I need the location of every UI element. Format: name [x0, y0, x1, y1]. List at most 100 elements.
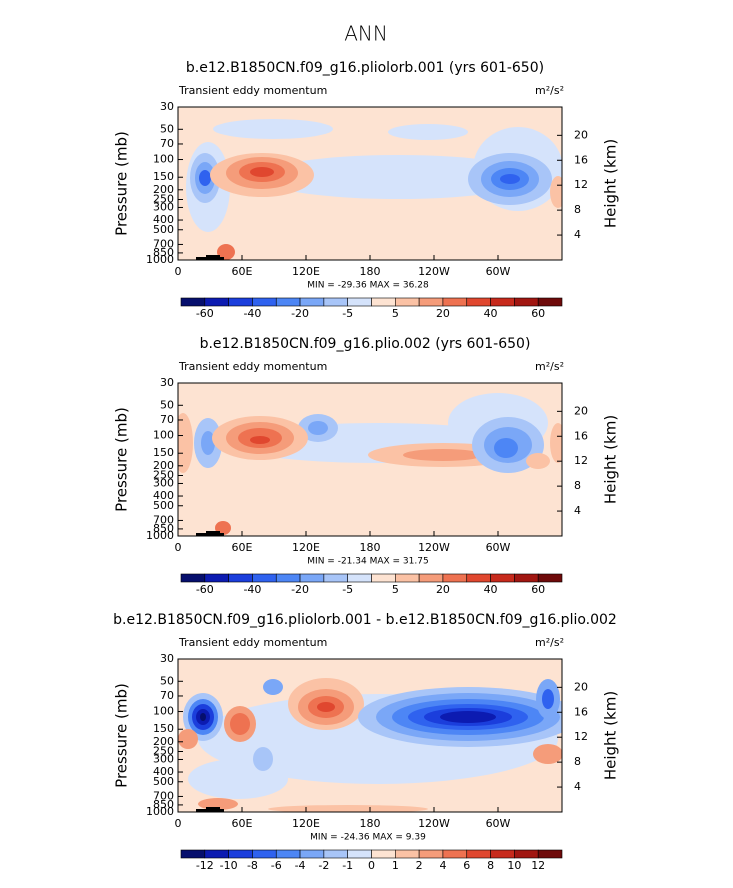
- y-tick-label: 100: [153, 153, 174, 166]
- colorbar-swatch: [228, 297, 253, 307]
- colorbar-label: 8: [487, 859, 494, 872]
- y-tick-label: 700: [153, 513, 174, 526]
- y-axis-label: Pressure (mb): [113, 683, 131, 788]
- colorbar-swatch: [275, 573, 301, 583]
- y-tick-label: 300: [153, 476, 174, 489]
- y-tick-label: 70: [160, 689, 174, 702]
- y-tick-label: 30: [160, 652, 174, 665]
- colorbar-label: 5: [392, 307, 399, 320]
- colorbar-swatch: [371, 849, 396, 859]
- colorbar-swatch: [442, 297, 468, 307]
- colorbar-swatch: [490, 849, 515, 859]
- colorbar-swatch: [347, 849, 372, 859]
- contour-region: [550, 176, 562, 208]
- colorbar-swatch: [466, 849, 491, 859]
- contour-region: [500, 174, 520, 184]
- colorbar-swatch: [466, 297, 491, 307]
- y-tick-label: 150: [153, 170, 174, 183]
- colorbar-swatch: [347, 297, 372, 307]
- colorbar-swatch: [347, 573, 372, 583]
- y-tick-label: 200: [153, 183, 174, 196]
- contour-region: [440, 711, 496, 723]
- y-tick-label: 700: [153, 789, 174, 802]
- contour-region: [388, 124, 468, 140]
- topography: [206, 807, 220, 812]
- colorbar-swatch: [514, 573, 539, 583]
- colorbar-label: 2: [416, 859, 423, 872]
- x-tick-label: 120W: [418, 541, 450, 554]
- x-tick-label: 60W: [486, 817, 511, 830]
- units: m²/s²: [535, 84, 564, 97]
- contour-region: [542, 689, 554, 709]
- contour-region: [263, 679, 283, 695]
- y-tick-label: 300: [153, 200, 174, 213]
- colorbar-swatch: [490, 573, 515, 583]
- contour-region: [200, 713, 206, 721]
- contour-region: [250, 436, 270, 444]
- panel-title: b.e12.B1850CN.f09_g16.pliolorb.001 - b.e…: [113, 612, 617, 628]
- colorbar-swatch: [204, 297, 229, 307]
- min-max: MIN = -21.34 MAX = 31.75: [307, 557, 428, 567]
- colorbar-swatch: [442, 849, 468, 859]
- y-tick-label: 150: [153, 722, 174, 735]
- y2-tick-label: 12: [574, 454, 588, 467]
- colorbar-label: 1: [392, 859, 399, 872]
- colorbar-label: 5: [392, 583, 399, 596]
- y2-axis-label: Height (km): [602, 691, 620, 780]
- colorbar-swatch: [252, 297, 277, 307]
- y-tick-label: 200: [153, 735, 174, 748]
- colorbar-swatch: [204, 573, 229, 583]
- y-axis-label: Pressure (mb): [113, 131, 131, 236]
- panel-title: b.e12.B1850CN.f09_g16.pliolorb.001 (yrs …: [186, 60, 544, 76]
- y-tick-label: 400: [153, 213, 174, 226]
- colorbar-swatch: [395, 573, 420, 583]
- contour-region: [258, 155, 538, 199]
- colorbar-label: -20: [291, 583, 309, 596]
- contour-region: [268, 805, 428, 812]
- y-tick-label: 500: [153, 499, 174, 512]
- contour-region: [201, 431, 215, 455]
- contour-region: [199, 170, 211, 186]
- contour-field: [178, 659, 562, 812]
- y2-tick-label: 16: [574, 429, 588, 442]
- colorbar-swatch: [299, 849, 325, 859]
- y2-tick-label: 20: [574, 680, 588, 693]
- x-tick-label: 60W: [486, 265, 511, 278]
- colorbar-swatch: [252, 573, 277, 583]
- y2-tick-label: 4: [574, 504, 581, 517]
- x-tick-label: 0: [175, 541, 182, 554]
- colorbar-swatch: [323, 573, 348, 583]
- x-tick-label: 60E: [232, 265, 253, 278]
- y-tick-label: 30: [160, 376, 174, 389]
- contour-region: [178, 729, 198, 749]
- x-tick-label: 120E: [292, 817, 320, 830]
- colorbar-label: -40: [243, 583, 261, 596]
- colorbar-label: 60: [531, 583, 545, 596]
- x-tick-label: 120W: [418, 265, 450, 278]
- panel-title: b.e12.B1850CN.f09_g16.plio.002 (yrs 601-…: [200, 336, 531, 352]
- y-tick-label: 100: [153, 429, 174, 442]
- y-tick-label: 50: [160, 122, 174, 135]
- contour-region: [213, 119, 333, 139]
- contour-region: [188, 759, 288, 799]
- y-tick-label: 850: [153, 522, 174, 535]
- colorbar-swatch: [418, 849, 444, 859]
- colorbar-swatch: [180, 849, 206, 859]
- contour-field: [178, 383, 562, 536]
- y2-tick-label: 12: [574, 178, 588, 191]
- contour-region: [308, 421, 328, 435]
- contour-region: [230, 713, 250, 735]
- colorbar-swatch: [228, 849, 253, 859]
- colorbar-swatch: [371, 297, 396, 307]
- colorbar-label: -12: [196, 859, 214, 872]
- contour-region: [317, 702, 335, 712]
- x-tick-label: 120E: [292, 265, 320, 278]
- colorbar-swatch: [514, 297, 539, 307]
- colorbar-swatch: [204, 849, 229, 859]
- figure-title: ANN: [344, 22, 388, 46]
- colorbar-label: 20: [436, 583, 450, 596]
- colorbar-swatch: [180, 297, 206, 307]
- y-tick-label: 300: [153, 752, 174, 765]
- y-tick-label: 100: [153, 705, 174, 718]
- colorbar-label: 40: [484, 307, 498, 320]
